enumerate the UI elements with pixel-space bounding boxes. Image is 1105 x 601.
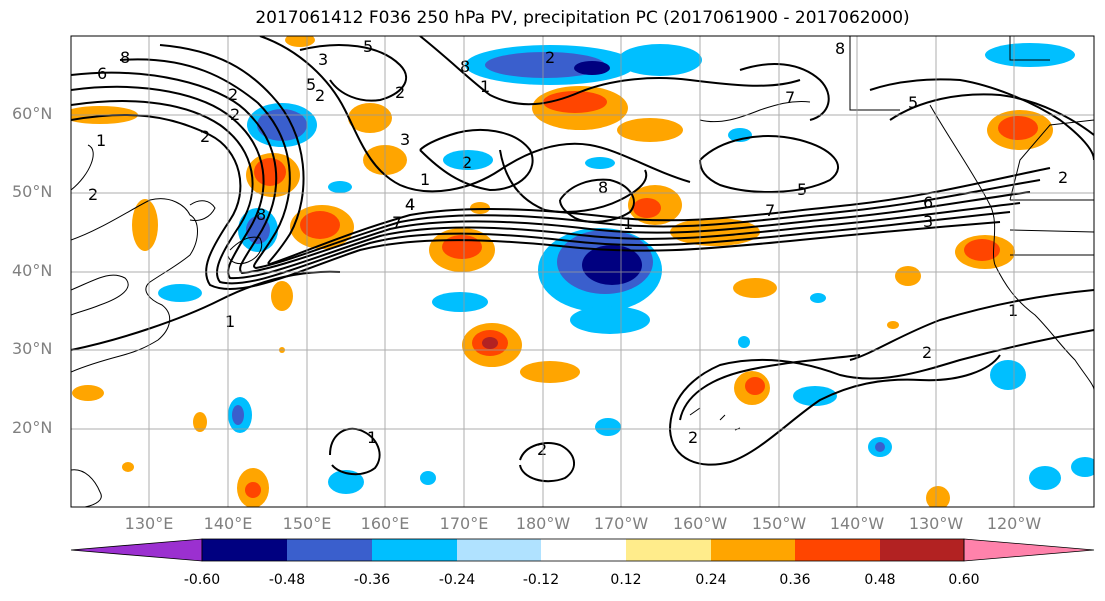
lon-label: 170°W bbox=[593, 514, 649, 533]
colorbar bbox=[70, 538, 1095, 562]
colorbar-tick-label: -0.24 bbox=[438, 572, 476, 588]
contour-label: 2 bbox=[200, 127, 210, 146]
contour-label: 2 bbox=[537, 440, 547, 459]
contour-label: 8 bbox=[598, 178, 608, 197]
map-title: 2017061412 F036 250 hPa PV, precipitatio… bbox=[255, 8, 910, 28]
colorbar-tick-label: 0.24 bbox=[695, 572, 727, 588]
contour-label: 1 bbox=[367, 428, 377, 447]
coastlines bbox=[71, 36, 1094, 507]
contour-label: 7 bbox=[765, 201, 775, 220]
pv-contours bbox=[71, 36, 1094, 483]
colorbar-tick-label: -0.12 bbox=[522, 572, 560, 588]
contour-label: 4 bbox=[405, 195, 415, 214]
lon-label: 180°W bbox=[515, 514, 571, 533]
lon-label: 150°W bbox=[751, 514, 807, 533]
contour-label: 2 bbox=[1058, 168, 1068, 187]
colorbar-tick-label: -0.48 bbox=[268, 572, 306, 588]
contour-label: 1 bbox=[225, 312, 235, 331]
contour-label: 2 bbox=[688, 428, 698, 447]
lon-label: 170°E bbox=[439, 514, 489, 533]
contour-label: 2 bbox=[922, 343, 932, 362]
colorbar-tick-label: -0.60 bbox=[183, 572, 221, 588]
colorbar-bin bbox=[372, 539, 457, 561]
contour-label: 2 bbox=[462, 153, 472, 172]
lon-label: 140°E bbox=[203, 514, 253, 533]
colorbar-extend-min bbox=[70, 538, 203, 562]
lat-label: 50°N bbox=[12, 182, 53, 201]
lon-label: 130°W bbox=[908, 514, 964, 533]
lon-label: 140°W bbox=[829, 514, 885, 533]
contour-label: 8 bbox=[120, 48, 130, 67]
contour-label: 2 bbox=[545, 48, 555, 67]
contour-label: 4 bbox=[405, 195, 415, 214]
colorbar-bin bbox=[711, 539, 795, 561]
contour-label: 5 bbox=[908, 93, 918, 112]
contour-label: 8 bbox=[835, 39, 845, 58]
lon-label: 130°E bbox=[124, 514, 174, 533]
lat-label: 20°N bbox=[12, 418, 53, 437]
contour-label: 6 bbox=[97, 64, 107, 83]
lat-label: 60°N bbox=[12, 104, 53, 123]
colorbar-tick-label: 0.48 bbox=[864, 572, 896, 588]
contour-label: 1 bbox=[1008, 301, 1018, 320]
contour-label: 3 bbox=[923, 212, 933, 231]
colorbar-tick-label: 0.36 bbox=[779, 572, 811, 588]
lon-label: 150°E bbox=[282, 514, 332, 533]
colorbar-bin bbox=[287, 539, 372, 561]
contour-label: 8 bbox=[460, 57, 470, 76]
colorbar-bin bbox=[626, 539, 711, 561]
contour-label: 1 bbox=[96, 131, 106, 150]
map-frame bbox=[70, 35, 1095, 508]
colorbar-bin bbox=[457, 539, 541, 561]
contour-label: 6 bbox=[923, 193, 933, 212]
colorbar-bin bbox=[795, 539, 880, 561]
colorbar-bin bbox=[202, 539, 287, 561]
contour-label: 1 bbox=[623, 214, 633, 233]
contour-label: 5 bbox=[797, 180, 807, 199]
colorbar-tick-label: -0.36 bbox=[353, 572, 391, 588]
colorbar-bin bbox=[541, 539, 626, 561]
contour-label: 3 bbox=[318, 50, 328, 69]
contour-label: 2 bbox=[315, 86, 325, 105]
colorbar-tick-label: 0.60 bbox=[948, 572, 980, 588]
contour-label: 1 bbox=[420, 170, 430, 189]
colorbar-tick-label: 0.12 bbox=[610, 572, 642, 588]
contour-label: 7 bbox=[392, 213, 402, 232]
contour-label: 2 bbox=[228, 85, 238, 104]
lat-label: 30°N bbox=[12, 339, 53, 358]
contour-label: 8 bbox=[256, 205, 266, 224]
contour-label: 1 bbox=[480, 77, 490, 96]
contour-label: 2 bbox=[88, 185, 98, 204]
contour-label: 5 bbox=[363, 37, 373, 56]
precip-anomaly-shading bbox=[71, 36, 1094, 507]
colorbar-bin bbox=[880, 539, 964, 561]
colorbar-extend-max bbox=[963, 538, 1095, 562]
lon-label: 160°W bbox=[672, 514, 728, 533]
lon-label: 160°E bbox=[360, 514, 410, 533]
lat-label: 40°N bbox=[12, 261, 53, 280]
contour-label: 2 bbox=[395, 83, 405, 102]
contour-label: 3 bbox=[400, 130, 410, 149]
lon-label: 120°W bbox=[986, 514, 1042, 533]
gridlines bbox=[71, 36, 1094, 507]
contour-label: 7 bbox=[785, 88, 795, 107]
contour-label: 5 bbox=[306, 75, 316, 94]
